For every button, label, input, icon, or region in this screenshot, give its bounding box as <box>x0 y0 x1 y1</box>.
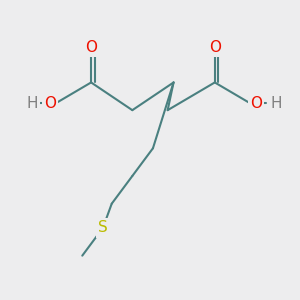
Text: H: H <box>271 96 282 111</box>
Text: O: O <box>85 40 97 55</box>
Text: S: S <box>98 220 108 236</box>
Text: O: O <box>250 96 262 111</box>
Text: H: H <box>26 96 38 111</box>
Text: O: O <box>44 96 56 111</box>
Text: O: O <box>209 40 221 55</box>
